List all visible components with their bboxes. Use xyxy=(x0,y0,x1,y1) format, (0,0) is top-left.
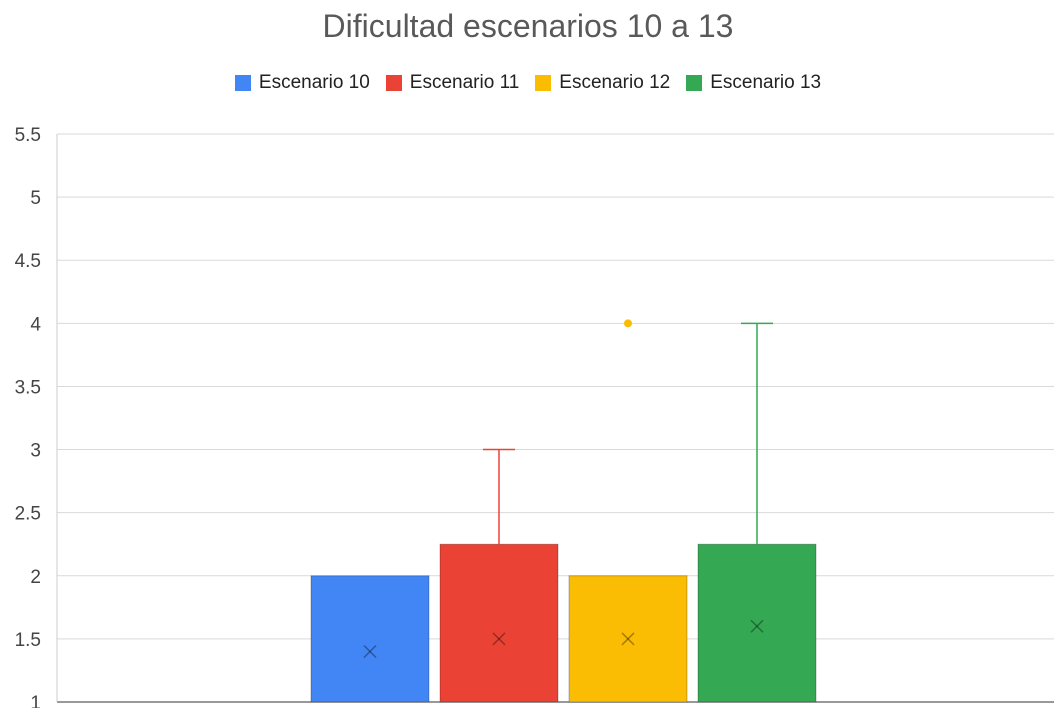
y-tick-label: 4 xyxy=(30,314,41,335)
mean-marker xyxy=(750,619,764,633)
mean-marker xyxy=(363,644,377,659)
legend-label: Escenario 13 xyxy=(710,72,822,93)
mean-marker xyxy=(621,632,635,646)
y-tick-label: 3.5 xyxy=(15,377,41,398)
mean-marker xyxy=(492,632,506,646)
legend-item-escenario-11[interactable]: Escenario 11 xyxy=(385,72,520,94)
mean-marker xyxy=(363,644,377,659)
legend-label: Escenario 12 xyxy=(559,72,671,93)
legend-swatch-escenario-12 xyxy=(535,75,552,91)
box-3 xyxy=(568,575,688,703)
y-tick-label: 1 xyxy=(30,693,41,708)
outlier-point xyxy=(624,319,632,328)
y-tick-label: 5 xyxy=(30,188,41,209)
y-tick-label: 3 xyxy=(30,441,41,462)
chart-title: Dificultad escenarios 10 a 13 xyxy=(322,8,734,44)
y-tick-label: 4.5 xyxy=(15,251,41,272)
legend-swatch-escenario-13 xyxy=(686,75,703,91)
legend-swatch-escenario-11 xyxy=(385,75,402,91)
legend-label: Escenario 11 xyxy=(409,72,520,93)
legend: Escenario 10 Escenario 11 Escenario 12 E… xyxy=(0,72,1056,94)
legend-swatch-escenario-10 xyxy=(234,75,251,91)
y-tick-label: 2 xyxy=(30,567,41,588)
mean-marker xyxy=(621,632,635,646)
box-2 xyxy=(439,543,559,703)
legend-item-escenario-10[interactable]: Escenario 10 xyxy=(234,72,370,94)
mean-marker xyxy=(492,632,506,646)
mean-marker xyxy=(750,619,764,633)
y-tick-label: 2.5 xyxy=(15,504,41,525)
legend-item-escenario-13[interactable]: Escenario 13 xyxy=(686,72,821,94)
box-4 xyxy=(697,543,817,703)
y-tick-label: 1.5 xyxy=(15,630,41,651)
y-tick-label: 5.5 xyxy=(15,125,41,146)
legend-item-escenario-12[interactable]: Escenario 12 xyxy=(535,72,670,94)
legend-label: Escenario 10 xyxy=(258,72,370,93)
box-1 xyxy=(310,575,430,703)
